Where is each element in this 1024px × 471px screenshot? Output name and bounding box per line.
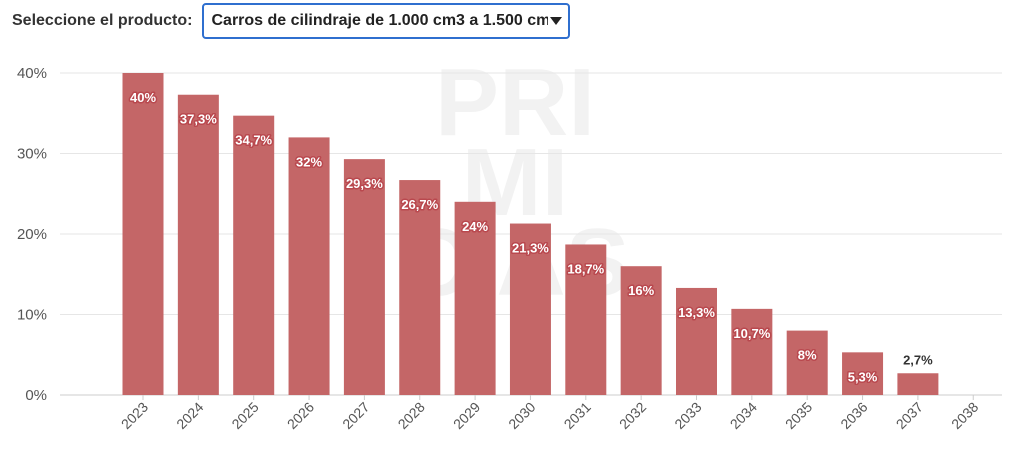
y-tick-label: 10% (17, 307, 47, 324)
bar[interactable] (897, 373, 939, 395)
bar[interactable] (676, 287, 717, 395)
y-tick-label: 40% (17, 65, 47, 82)
x-tick-label: 2037 (893, 399, 926, 432)
x-tick-label: 2024 (173, 399, 206, 432)
data-label: 34,7% (235, 133, 272, 148)
x-tick-label: 2029 (450, 399, 483, 432)
data-label: 8% (798, 348, 817, 363)
x-tick-label: 2026 (284, 399, 317, 432)
bar[interactable] (288, 137, 330, 395)
x-tick-label: 2028 (395, 399, 428, 432)
x-tick-label: 2031 (561, 399, 594, 432)
y-tick-label: 20% (17, 226, 47, 243)
y-tick-label: 0% (25, 387, 47, 404)
x-tick-label: 2027 (339, 399, 372, 432)
bar[interactable] (122, 73, 164, 395)
bar[interactable] (565, 244, 607, 395)
bar[interactable] (731, 308, 773, 395)
data-label: 37,3% (180, 112, 217, 127)
bar[interactable] (454, 201, 496, 395)
product-select[interactable]: Carros de cilindraje de 1.000 cm3 a 1.50… (202, 3, 571, 39)
bar[interactable] (786, 330, 828, 395)
x-tick-label: 2032 (616, 399, 649, 432)
bar[interactable] (233, 115, 275, 395)
data-label: 13,3% (678, 305, 715, 320)
x-tick-label: 2036 (837, 399, 870, 432)
bar[interactable] (177, 94, 219, 396)
x-tick-label: 2034 (727, 399, 760, 432)
x-tick-label: 2025 (228, 399, 261, 432)
data-label: 2,7% (903, 352, 933, 367)
bar[interactable] (842, 352, 884, 395)
data-label: 40% (130, 90, 156, 105)
x-tick-label: 2023 (118, 399, 151, 432)
data-label: 26,7% (401, 197, 438, 212)
bar[interactable] (509, 223, 551, 395)
dropdown-caret-icon[interactable] (550, 17, 563, 25)
product-selector-bar: Seleccione el producto: Carros de cilind… (12, 3, 571, 39)
data-label: 29,3% (346, 176, 383, 191)
data-label: 21,3% (512, 241, 549, 256)
bar[interactable] (343, 159, 385, 395)
x-tick-label: 2038 (948, 399, 981, 432)
y-tick-label: 30% (17, 146, 47, 163)
data-label: 16% (628, 283, 654, 298)
data-label: 5,3% (848, 369, 878, 384)
product-selector-label: Seleccione el producto: (12, 12, 193, 29)
product-select-value: Carros de cilindraje de 1.000 cm3 a 1.50… (211, 12, 549, 29)
x-tick-label: 2035 (782, 399, 815, 432)
bar[interactable] (620, 266, 662, 395)
x-tick-label: 2030 (505, 399, 538, 432)
watermark-text: PRI (435, 49, 595, 156)
x-tick-label: 2033 (671, 399, 704, 432)
bar[interactable] (399, 180, 441, 395)
data-label: 32% (296, 154, 322, 169)
data-label: 10,7% (733, 326, 770, 341)
data-label: 24% (462, 219, 488, 234)
data-label: 18,7% (567, 261, 604, 276)
